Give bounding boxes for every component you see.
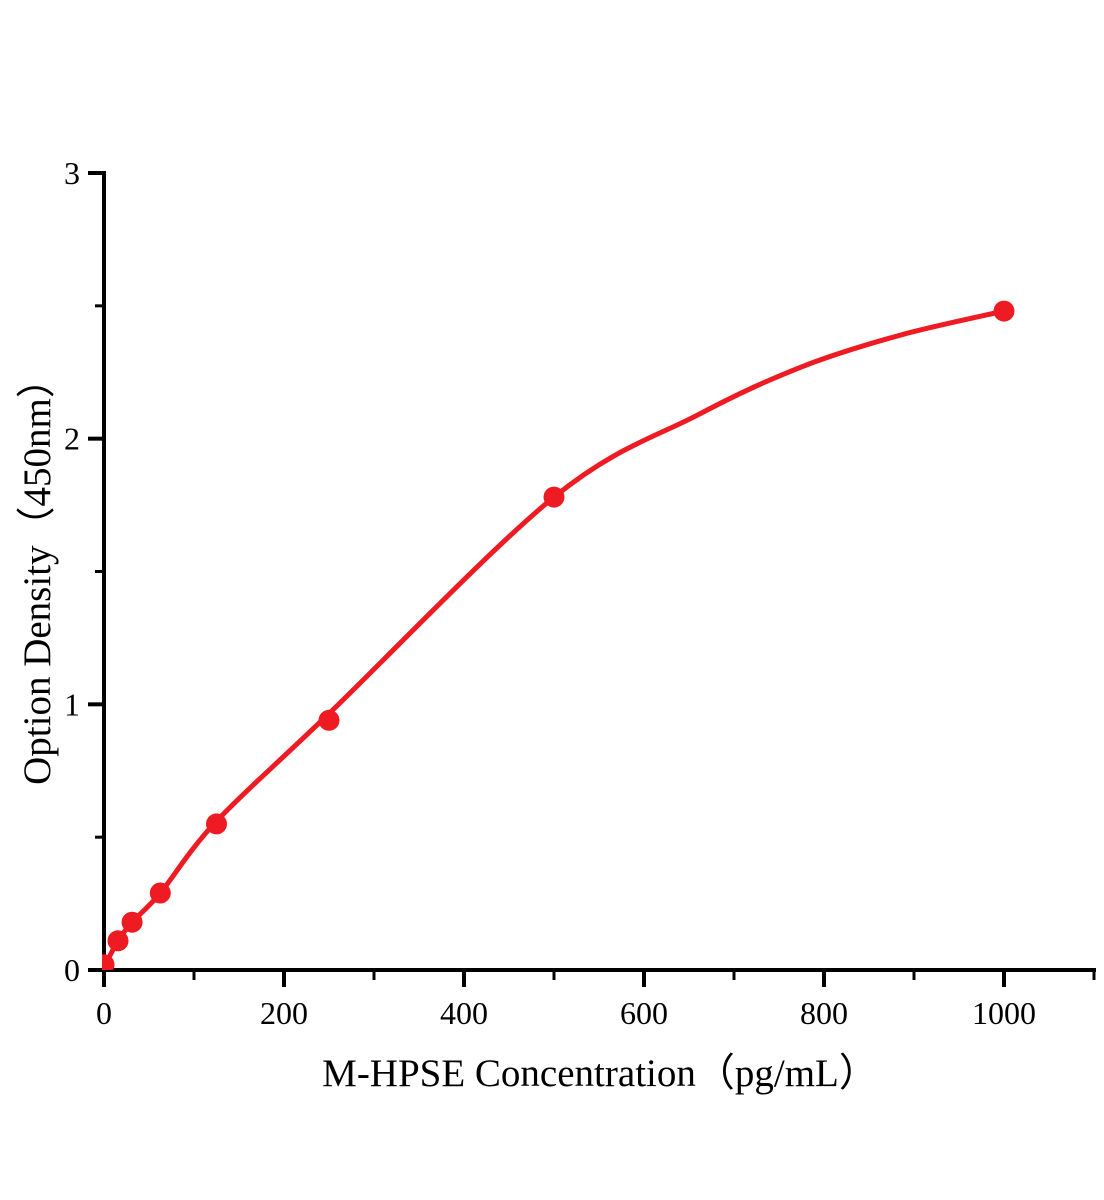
y-axis-title: Option Density（450nm） <box>16 359 59 785</box>
x-tick-label: 0 <box>96 995 112 1031</box>
data-point <box>107 930 129 952</box>
x-tick-label: 1000 <box>972 995 1036 1031</box>
x-tick-label: 800 <box>800 995 848 1031</box>
y-tick-label: 1 <box>64 686 80 722</box>
y-tick-label: 2 <box>64 421 80 457</box>
data-point <box>149 882 171 904</box>
y-tick-label: 3 <box>64 155 80 191</box>
standard-curve-series <box>102 300 1015 970</box>
data-point <box>121 911 143 933</box>
data-point <box>318 709 340 731</box>
data-point <box>993 300 1015 322</box>
data-point <box>206 813 227 835</box>
x-tick-label: 600 <box>620 995 668 1031</box>
x-tick-label: 200 <box>260 995 308 1031</box>
x-axis-title: M-HPSE Concentration（pg/mL） <box>322 1052 878 1095</box>
axes: 0 200 400 600 800 1000 0 1 2 3 <box>64 155 1096 1031</box>
x-tick-label: 400 <box>440 995 488 1031</box>
data-point <box>102 954 115 970</box>
fit-curve <box>102 308 1007 970</box>
data-point <box>543 486 565 508</box>
y-tick-label: 0 <box>64 952 80 988</box>
